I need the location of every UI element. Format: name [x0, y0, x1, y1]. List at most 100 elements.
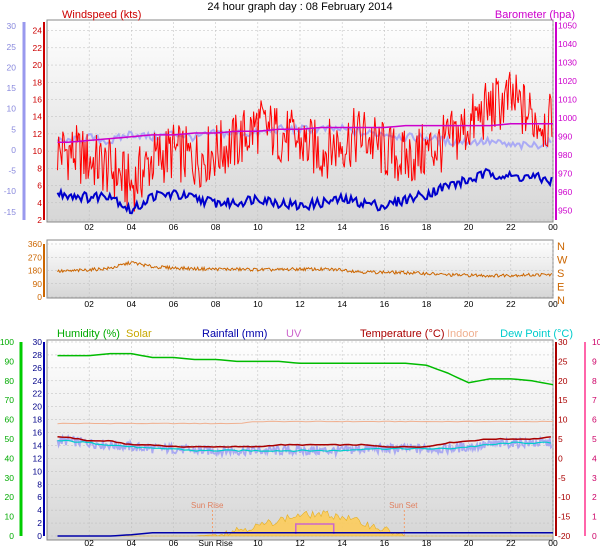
temperature-tick-label: 0: [558, 453, 563, 463]
direction-tick-label: 0: [37, 292, 42, 302]
humidity-tick-label: 60: [5, 415, 15, 425]
temp-time-label: 14: [337, 538, 347, 548]
indoor-line: [57, 420, 554, 425]
uv-tick-label: 8: [592, 376, 597, 386]
rainfall-tick-label: 20: [33, 402, 43, 412]
direction-time-label: 04: [127, 299, 137, 309]
wind-time-label: 18: [422, 222, 432, 232]
temperature-tick-label: 30: [558, 337, 568, 347]
direction-time-label: 20: [464, 299, 474, 309]
legend-indoor: Indoor: [447, 328, 479, 340]
rainfall-line: [57, 532, 553, 537]
humidity-tick-label: 50: [5, 434, 15, 444]
temperature-tick-label: 15: [558, 395, 568, 405]
compass-label: W: [557, 255, 568, 267]
windspeed-tick-label: 10: [33, 146, 43, 156]
wind-time-label: 14: [337, 222, 347, 232]
legend-humidity: Humidity (%): [57, 328, 120, 340]
temperature-tick-label: -20: [558, 531, 571, 541]
compass-label: N: [557, 241, 565, 253]
uv-tick-label: 0: [592, 531, 597, 541]
compass-label: S: [557, 268, 564, 280]
direction-time-label: 14: [337, 299, 347, 309]
wind-time-label: 08: [211, 222, 221, 232]
rainfall-tick-label: 2: [37, 518, 42, 528]
direction-time-label: 12: [295, 299, 305, 309]
direction-time-label: 06: [169, 299, 179, 309]
humidity-tick-label: 40: [5, 453, 15, 463]
windspeed-axis-title: Windspeed (kts): [62, 9, 141, 21]
barometer-tick-label: 950: [558, 206, 572, 216]
humidity-tick-label: 90: [5, 356, 15, 366]
outer-scale-tick-label: 10: [7, 104, 17, 114]
legend-uv: UV: [286, 328, 302, 340]
barometer-tick-label: 980: [558, 150, 572, 160]
rainfall-tick-label: 10: [33, 466, 43, 476]
barometer-tick-label: 960: [558, 187, 572, 197]
legend-solar: Solar: [126, 328, 152, 340]
sunrise-label: Sun Rise: [191, 501, 224, 510]
compass-label: E: [557, 282, 564, 294]
humidity-tick-label: 10: [5, 512, 15, 522]
barometer-tick-label: 1050: [558, 21, 577, 31]
wind-time-label: 00: [548, 222, 558, 232]
temperature-line: [57, 435, 551, 448]
rainfall-tick-label: 22: [33, 389, 43, 399]
generated-marks: 24681012141618202224-15-10-5051015202530…: [0, 21, 600, 548]
humidity-tick-label: 70: [5, 395, 15, 405]
temperature-tick-label: 5: [558, 434, 563, 444]
wind-time-label: 04: [127, 222, 137, 232]
uv-tick-label: 3: [592, 473, 597, 483]
temp-time-label: 00: [548, 538, 558, 548]
temp-time-label: 16: [380, 538, 390, 548]
direction-time-label: 16: [380, 299, 390, 309]
wind-time-label: 02: [84, 222, 94, 232]
average-wind-line: [56, 167, 553, 215]
humidity-tick-label: 80: [5, 376, 15, 386]
windspeed-tick-label: 14: [33, 112, 43, 122]
legend-temperature: Temperature (°C): [360, 328, 444, 340]
temperature-tick-label: 25: [558, 356, 568, 366]
direction-tick-label: 270: [28, 252, 42, 262]
humidity-tick-label: 20: [5, 492, 15, 502]
barometer-tick-label: 990: [558, 132, 572, 142]
direction-time-label: 02: [84, 299, 94, 309]
windspeed-tick-label: 12: [33, 129, 43, 139]
outer-scale-tick-label: 25: [7, 42, 17, 52]
rainfall-tick-label: 8: [37, 479, 42, 489]
temperature-tick-label: -5: [558, 473, 566, 483]
dewpoint-line: [57, 439, 552, 453]
barometer-tick-label: 970: [558, 169, 572, 179]
uv-tick-label: 2: [592, 492, 597, 502]
outer-scale-tick-label: 5: [11, 124, 16, 134]
humidity-line: [57, 352, 554, 386]
rainfall-tick-label: 0: [37, 531, 42, 541]
windspeed-tick-label: 16: [33, 94, 43, 104]
uv-tick-label: 6: [592, 415, 597, 425]
wind-time-label: 20: [464, 222, 474, 232]
uv-tick-label: 4: [592, 453, 597, 463]
humidity-tick-label: 0: [9, 531, 14, 541]
temp-time-label: 02: [84, 538, 94, 548]
direction-tick-label: 180: [28, 266, 42, 276]
temp-time-label: 12: [295, 538, 305, 548]
wind-time-label: 12: [295, 222, 305, 232]
windspeed-tick-label: 8: [37, 163, 42, 173]
outer-scale-tick-label: -10: [4, 186, 17, 196]
outer-scale-tick-label: 20: [7, 62, 17, 72]
temperature-tick-label: -10: [558, 492, 571, 502]
barometer-axis-title: Barometer (hpa): [495, 9, 575, 21]
temp-time-label: 20: [464, 538, 474, 548]
rainfall-tick-label: 18: [33, 415, 43, 425]
windspeed-tick-label: 6: [37, 181, 42, 191]
windspeed-tick-label: 20: [33, 60, 43, 70]
rainfall-tick-label: 6: [37, 492, 42, 502]
rainfall-tick-label: 28: [33, 350, 43, 360]
chart-title: 24 hour graph day : 08 February 2014: [207, 1, 392, 13]
rainfall-tick-label: 4: [37, 505, 42, 515]
temp-time-label: 06: [169, 538, 179, 548]
rainfall-tick-label: 30: [33, 337, 43, 347]
outer-scale-tick-label: -15: [4, 207, 17, 217]
windspeed-tick-label: 4: [37, 198, 42, 208]
outer-scale-tick-label: 30: [7, 21, 17, 31]
